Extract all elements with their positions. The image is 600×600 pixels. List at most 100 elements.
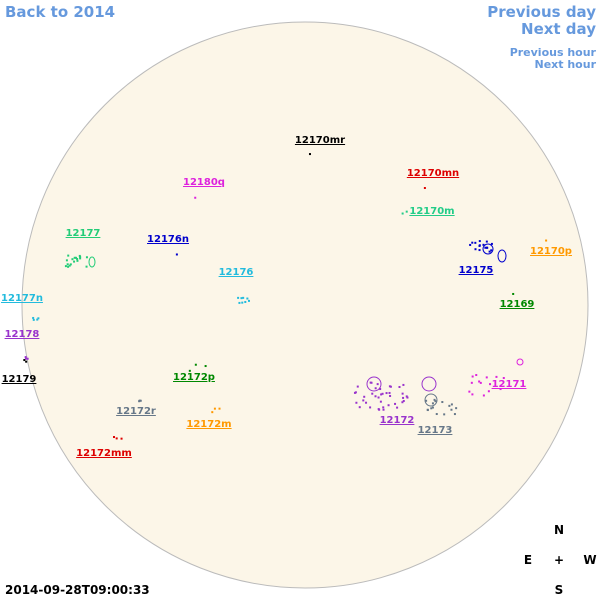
compass: N E + W S <box>524 523 597 597</box>
region-label[interactable]: 12169 <box>500 299 535 310</box>
spot-dot <box>396 406 399 409</box>
spot-dot <box>73 260 76 263</box>
spot-dot <box>241 301 244 304</box>
spot-dot <box>423 187 426 190</box>
spot-dot <box>377 396 380 399</box>
spot-dot <box>382 408 385 411</box>
compass-s: S <box>555 583 564 597</box>
region-label[interactable]: 12172p <box>173 372 215 383</box>
spot-dot <box>471 375 474 378</box>
spot-dot <box>401 212 404 215</box>
spot-dot <box>489 383 492 386</box>
compass-e: E <box>524 553 532 567</box>
next-hour-link[interactable]: Next hour <box>535 58 597 71</box>
spot-dot <box>24 357 27 360</box>
region-label[interactable]: 12172m <box>186 419 231 430</box>
spot-dot <box>237 296 240 299</box>
spot-dot <box>32 316 35 319</box>
compass-center: + <box>554 553 564 567</box>
spot-dot <box>388 385 391 388</box>
spot-dot <box>66 263 69 266</box>
region-label[interactable]: 12176n <box>147 234 189 245</box>
region-label[interactable]: 12180q <box>183 177 225 188</box>
spot-dot <box>490 249 493 252</box>
spot-dot <box>401 401 404 404</box>
spot-dot <box>401 392 404 395</box>
previous-day-link[interactable]: Previous day <box>487 3 596 21</box>
region-label[interactable]: 12170mr <box>295 135 345 146</box>
region-label[interactable]: 12177n <box>1 293 43 304</box>
spot-dot <box>79 257 82 260</box>
spot <box>88 256 96 268</box>
spot-dot <box>402 383 405 386</box>
spot-dot <box>441 401 444 404</box>
spot-dot <box>482 243 485 246</box>
spot-dot <box>502 377 505 380</box>
region-label[interactable]: 12177 <box>66 228 101 239</box>
spot-dot <box>387 404 390 407</box>
spot-dot <box>85 265 88 268</box>
spot <box>366 376 382 392</box>
next-day-link[interactable]: Next day <box>521 20 596 38</box>
spot-dot <box>471 393 474 396</box>
spot-dot <box>488 250 491 253</box>
spot-dot <box>484 246 487 249</box>
spot-dot <box>138 400 141 403</box>
spot-dot <box>490 242 493 245</box>
spot-dot <box>365 401 368 404</box>
spot-dot <box>139 399 142 402</box>
region-label[interactable]: 12172mm <box>76 448 132 459</box>
spot-dot <box>175 253 178 256</box>
spot-dot <box>371 392 374 395</box>
region-label[interactable]: 12171 <box>492 379 527 390</box>
compass-w: W <box>583 553 596 567</box>
spot-dot <box>485 246 488 249</box>
spot-dot <box>478 240 481 243</box>
spot-dot <box>402 396 405 399</box>
spot-dot <box>389 385 392 388</box>
spot-dot <box>479 381 482 384</box>
spot <box>482 243 494 255</box>
spot-dot <box>26 357 29 360</box>
spot-dot <box>385 392 388 395</box>
back-link[interactable]: Back to 2014 <box>5 3 115 21</box>
spot-dot <box>85 256 88 259</box>
region-label[interactable]: 12178 <box>5 329 40 340</box>
spot-dot <box>388 391 391 394</box>
spot-dot <box>308 153 311 156</box>
region-label[interactable]: 12173 <box>418 425 453 436</box>
spot-dot <box>471 241 474 244</box>
region-label[interactable]: 12179 <box>2 374 37 385</box>
spot-dot <box>204 365 207 368</box>
spot-dot <box>355 401 358 404</box>
spot-dot <box>453 413 456 416</box>
spot-dot <box>433 398 436 401</box>
region-label[interactable]: 12172r <box>116 406 156 417</box>
spot-dot <box>211 411 214 414</box>
spot-dot <box>398 385 401 388</box>
sunspots <box>23 153 548 440</box>
spot-dot <box>406 396 409 399</box>
spot-dot <box>394 402 397 405</box>
region-label[interactable]: 12170m <box>409 206 454 217</box>
spot-dot <box>74 256 77 259</box>
spot-dot <box>76 259 79 262</box>
region-label[interactable]: 12176 <box>219 267 254 278</box>
region-label[interactable]: 12175 <box>459 265 494 276</box>
spot-dot <box>23 359 26 362</box>
region-label[interactable]: 12172 <box>380 415 415 426</box>
spot-dot <box>194 363 197 366</box>
compass-n: N <box>554 523 564 537</box>
spot-dot <box>470 381 473 384</box>
spot-dot <box>120 437 123 440</box>
spot-dot <box>434 400 437 403</box>
region-label[interactable]: 12170p <box>530 246 572 257</box>
previous-hour-link[interactable]: Previous hour <box>510 46 597 59</box>
spot-dot <box>405 395 408 398</box>
spot-dot <box>474 248 477 251</box>
spot-dot <box>356 385 359 388</box>
spot-dot <box>113 436 116 439</box>
spot-dot <box>499 388 502 391</box>
region-label[interactable]: 12170mn <box>407 168 459 179</box>
timestamp: 2014-09-28T09:00:33 <box>5 583 150 597</box>
